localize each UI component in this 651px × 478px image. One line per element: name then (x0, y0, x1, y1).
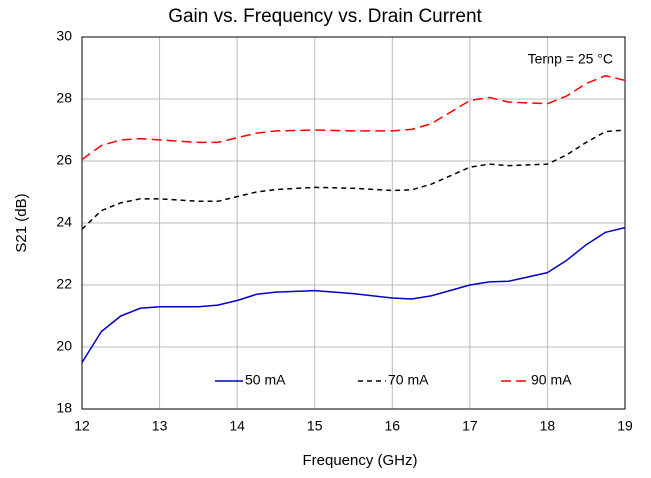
x-tick-label: 15 (307, 418, 323, 434)
x-tick-label: 19 (617, 418, 633, 434)
x-tick-label: 14 (229, 418, 245, 434)
chart-title: Gain vs. Frequency vs. Drain Current (168, 6, 482, 27)
legend-label: 90 mA (531, 372, 572, 388)
y-tick-label: 30 (56, 28, 72, 44)
plot-frame (81, 36, 626, 410)
x-axis-label: Frequency (GHz) (302, 452, 417, 469)
y-tick-label: 20 (56, 338, 72, 354)
y-tick-label: 18 (56, 400, 72, 416)
y-tick-label: 22 (56, 276, 72, 292)
x-tick-label: 16 (384, 418, 400, 434)
x-tick-label: 13 (152, 418, 168, 434)
line-series (81, 129, 626, 230)
annotation: Temp = 25 °C (528, 51, 613, 67)
y-axis-label: S21 (dB) (13, 193, 30, 252)
x-tick-label: 17 (462, 418, 478, 434)
legend-label: 50 mA (245, 372, 286, 388)
x-tick-label: 18 (540, 418, 556, 434)
y-tick-label: 28 (56, 90, 72, 106)
x-tick-label: 12 (74, 418, 90, 434)
y-tick-label: 24 (56, 214, 72, 230)
line-series (81, 75, 626, 161)
line-series (81, 226, 626, 363)
y-tick-label: 26 (56, 152, 72, 168)
legend-label: 70 mA (388, 372, 429, 388)
